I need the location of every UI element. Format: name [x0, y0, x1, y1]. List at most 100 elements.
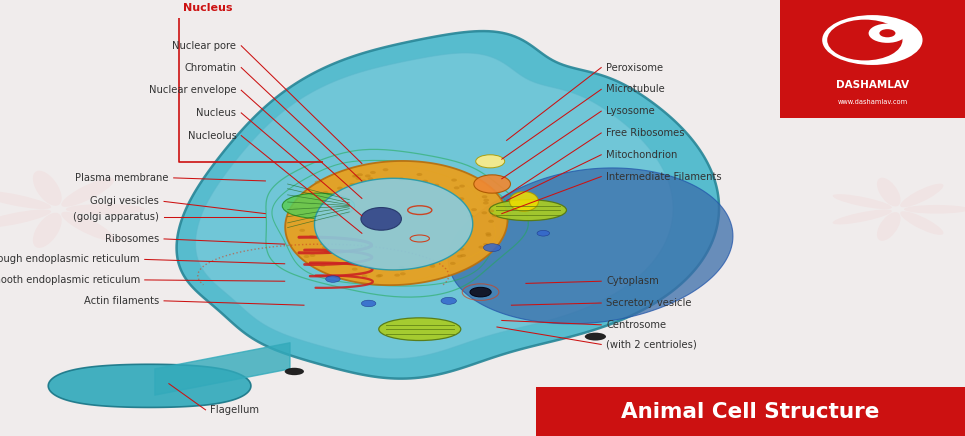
Text: Flagellum: Flagellum — [210, 405, 260, 415]
Text: Centrosome: Centrosome — [606, 320, 666, 330]
Ellipse shape — [352, 268, 358, 271]
Ellipse shape — [488, 220, 494, 223]
Ellipse shape — [353, 174, 359, 177]
Ellipse shape — [66, 204, 146, 215]
Ellipse shape — [479, 245, 484, 249]
Ellipse shape — [319, 264, 325, 267]
Text: Nuclear envelope: Nuclear envelope — [149, 85, 236, 95]
Text: Plasma membrane: Plasma membrane — [75, 173, 169, 183]
Ellipse shape — [399, 177, 404, 181]
Ellipse shape — [61, 178, 114, 207]
Ellipse shape — [399, 266, 404, 269]
Polygon shape — [286, 161, 508, 285]
Ellipse shape — [415, 266, 421, 269]
Text: Golgi vesicles: Golgi vesicles — [91, 197, 159, 206]
Ellipse shape — [326, 251, 332, 254]
Ellipse shape — [450, 262, 455, 265]
Ellipse shape — [833, 209, 892, 225]
Ellipse shape — [470, 287, 491, 297]
Ellipse shape — [282, 193, 355, 218]
Ellipse shape — [361, 208, 401, 230]
Ellipse shape — [460, 254, 466, 257]
Ellipse shape — [309, 235, 315, 238]
Ellipse shape — [305, 192, 311, 195]
Text: (with 2 centrioles): (with 2 centrioles) — [606, 340, 697, 349]
Text: (golgi apparatus): (golgi apparatus) — [73, 212, 159, 222]
Ellipse shape — [476, 155, 505, 168]
Ellipse shape — [459, 184, 465, 187]
Text: Mitochondrion: Mitochondrion — [606, 150, 677, 160]
Ellipse shape — [400, 268, 405, 271]
Ellipse shape — [362, 274, 368, 277]
Ellipse shape — [322, 246, 328, 249]
Ellipse shape — [337, 187, 343, 190]
Ellipse shape — [483, 243, 489, 246]
Ellipse shape — [822, 15, 923, 65]
Ellipse shape — [325, 276, 340, 283]
Ellipse shape — [417, 173, 423, 176]
Ellipse shape — [368, 177, 373, 181]
Ellipse shape — [285, 368, 304, 375]
Ellipse shape — [877, 212, 900, 241]
Ellipse shape — [833, 194, 892, 209]
Ellipse shape — [0, 210, 51, 228]
Ellipse shape — [489, 200, 566, 221]
Ellipse shape — [458, 197, 464, 200]
Ellipse shape — [879, 29, 896, 37]
Ellipse shape — [868, 24, 906, 43]
Text: Ribosomes: Ribosomes — [105, 234, 159, 244]
Ellipse shape — [429, 265, 435, 268]
Text: Peroxisome: Peroxisome — [606, 63, 663, 72]
Text: Intermediate Filaments: Intermediate Filaments — [606, 172, 722, 181]
Ellipse shape — [378, 318, 460, 341]
Text: Nucleus: Nucleus — [197, 108, 236, 118]
Text: Actin filaments: Actin filaments — [84, 296, 159, 306]
Ellipse shape — [488, 209, 494, 212]
Text: Smooth endoplasmic reticulum: Smooth endoplasmic reticulum — [0, 275, 140, 285]
Ellipse shape — [370, 171, 375, 174]
Ellipse shape — [482, 201, 488, 204]
Text: Free Ribosomes: Free Ribosomes — [606, 128, 684, 138]
Ellipse shape — [400, 272, 405, 275]
Ellipse shape — [827, 20, 902, 61]
FancyBboxPatch shape — [780, 0, 965, 118]
Ellipse shape — [452, 178, 457, 181]
Ellipse shape — [585, 333, 606, 341]
Text: Microtubule: Microtubule — [606, 85, 665, 94]
Ellipse shape — [365, 174, 371, 177]
Ellipse shape — [900, 184, 944, 207]
Ellipse shape — [361, 300, 376, 307]
Ellipse shape — [423, 180, 428, 183]
Text: DASHAMLAV: DASHAMLAV — [836, 80, 909, 90]
Ellipse shape — [310, 254, 316, 257]
Ellipse shape — [33, 213, 62, 248]
Ellipse shape — [485, 234, 491, 237]
Ellipse shape — [471, 208, 477, 211]
Ellipse shape — [33, 170, 62, 206]
Ellipse shape — [355, 177, 361, 180]
Ellipse shape — [349, 183, 355, 186]
Ellipse shape — [299, 229, 305, 232]
Polygon shape — [48, 364, 251, 407]
Ellipse shape — [904, 205, 965, 214]
Ellipse shape — [441, 297, 456, 304]
Text: Nuclear pore: Nuclear pore — [173, 41, 236, 51]
Text: Nucleus: Nucleus — [183, 3, 233, 13]
Ellipse shape — [456, 255, 462, 258]
Ellipse shape — [61, 212, 114, 241]
Ellipse shape — [352, 175, 358, 178]
Text: Cytoplasm: Cytoplasm — [606, 276, 659, 286]
Text: Animal Cell Structure: Animal Cell Structure — [621, 402, 879, 422]
Ellipse shape — [395, 274, 400, 277]
Ellipse shape — [482, 195, 487, 198]
Text: Lysosome: Lysosome — [606, 106, 655, 116]
Polygon shape — [449, 168, 733, 324]
Ellipse shape — [491, 214, 497, 217]
Ellipse shape — [322, 191, 328, 194]
Text: www.dashamlav.com: www.dashamlav.com — [838, 99, 907, 106]
Ellipse shape — [377, 274, 383, 277]
Ellipse shape — [877, 178, 900, 206]
Text: Nucleolus: Nucleolus — [187, 131, 236, 140]
Ellipse shape — [315, 181, 320, 184]
Ellipse shape — [474, 175, 510, 193]
